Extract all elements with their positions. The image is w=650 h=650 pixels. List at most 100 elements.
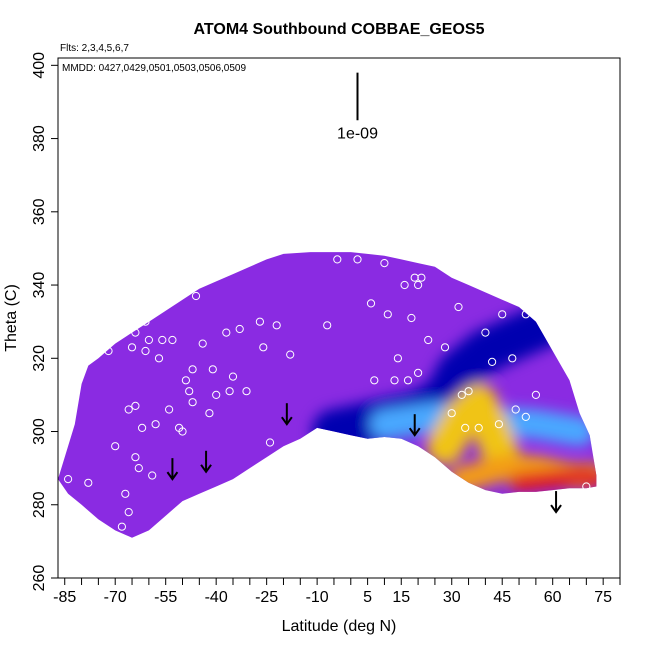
scale-bar-label: 1e-09 [337,125,378,142]
sample-point [124,313,133,323]
x-axis: -85 -70 -55 -40 -25 -10 5 15 30 45 60 75 [53,578,621,606]
sample-point [417,273,426,282]
x-tick-label: -25 [255,589,278,606]
sample-point [117,522,127,531]
sample-point [511,405,520,414]
sample-point [370,376,379,385]
sample-point [242,387,251,396]
sample-point [235,324,244,334]
y-axis-label: Theta (C) [3,284,20,352]
sample-point [185,387,194,396]
sample-point [158,335,167,345]
x-tick-label: 75 [594,589,612,606]
sample-point [380,259,389,268]
x-tick-label: -85 [53,589,76,606]
sample-point [205,409,214,418]
sample-point [212,390,221,399]
sample-point [353,255,362,264]
x-tick-label: -70 [104,589,127,606]
sample-point [121,489,130,498]
field-gradient [312,299,597,492]
sample-point [178,427,187,436]
sample-point [414,280,423,290]
sample-point [255,317,264,326]
sample-point [64,475,73,484]
x-tick-label: -40 [205,589,228,606]
sample-point [424,335,433,345]
sample-point [454,302,463,312]
sample-point [222,328,231,337]
sample-point [228,372,238,381]
y-axis: 260 280 300 320 340 360 380 400 [31,52,58,591]
sample-point [124,507,133,517]
sample-point [154,354,164,363]
y-tick-label: 400 [31,52,48,79]
sample-point [582,482,591,491]
wind-arrow [200,450,212,474]
sample-point [208,365,217,374]
sample-point [488,357,497,366]
flights-label: Flts: 2,3,4,5,6,7 [60,43,129,54]
y-tick-label: 320 [31,345,48,372]
y-tick-label: 380 [31,125,48,152]
sample-point [464,387,473,396]
sample-point [440,343,450,352]
sample-point [541,324,551,334]
sample-point [188,365,197,374]
sample-point [414,368,423,377]
sample-point [531,390,541,399]
sample-point [148,471,157,480]
y-tick-label: 340 [31,272,48,299]
sample-point [410,273,419,282]
sample-point [447,409,456,418]
sample-point [366,299,376,308]
sample-point [191,291,201,301]
x-tick-label: -55 [154,589,177,606]
sample-point [457,390,466,399]
y-tick-label: 260 [31,565,48,592]
sample-point [521,412,530,421]
sample-point [390,376,399,385]
y-tick-label: 280 [31,491,48,518]
sample-points [64,255,591,531]
sample-point [494,420,503,429]
sample-point [141,346,150,356]
sample-point [272,321,281,330]
wind-arrow [550,491,562,514]
x-tick-label: -10 [306,589,329,606]
y-tick-label: 360 [31,198,48,225]
x-tick-label: 15 [392,589,410,606]
sample-point [333,255,342,264]
sample-point [508,354,517,363]
sample-point [144,335,153,345]
sample-point [168,335,177,345]
sample-point [259,343,268,352]
x-tick-label: 60 [544,589,562,606]
sample-point [407,313,416,323]
x-tick-label: 5 [363,589,372,606]
sample-point [124,405,133,414]
sample-point [403,376,413,385]
x-tick-label: 30 [443,589,461,606]
sample-point [225,387,234,396]
sample-point [188,398,197,407]
sample-point [131,328,140,337]
sample-point [461,423,470,432]
sample-point [134,464,143,473]
sample-point [521,310,530,319]
x-axis-label: Latitude (deg N) [282,618,397,635]
sample-point [165,405,174,414]
wind-arrow [408,414,421,437]
sample-point [104,346,113,356]
sample-point [151,420,160,429]
sample-point [141,317,150,326]
sample-point [323,321,332,330]
x-tick-label: 45 [493,589,511,606]
y-tick-label: 300 [31,418,48,445]
sample-point [84,478,93,487]
plot-frame [57,57,621,579]
yellow-peak [426,383,521,476]
sample-point [393,354,402,363]
wind-arrow [281,403,293,426]
